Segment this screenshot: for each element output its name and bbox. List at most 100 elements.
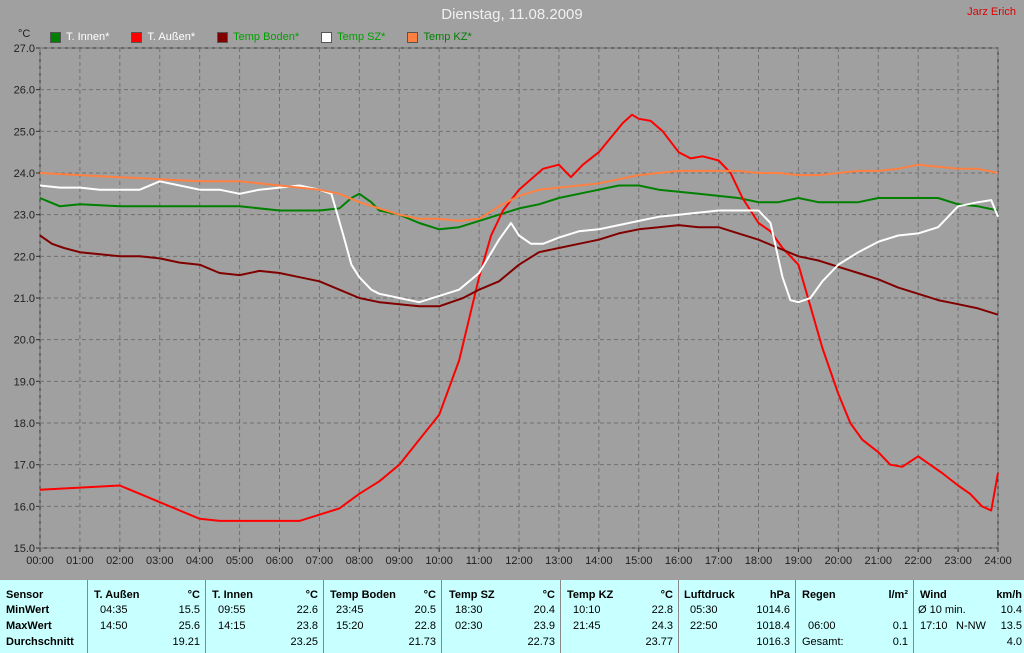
stats-column-unit: °C: [423, 589, 436, 601]
y-tick-label: 16.0: [14, 501, 35, 513]
line-chart: 15.0 16.0 17.0 18.0 19.0 20.0 21.0 22.0 23.0 24.0…: [14, 28, 1012, 567]
x-tick-label: 21:00: [864, 555, 892, 567]
x-tick-label: 16:00: [665, 555, 693, 567]
stats-rain-total: 0.1: [892, 636, 908, 648]
x-tick-label: 01:00: [66, 555, 94, 567]
x-tick-label: 18:00: [745, 555, 773, 567]
stats-max-value: 1018.4: [756, 620, 790, 632]
y-tick-label: 27.0: [14, 43, 35, 55]
stats-min-time: 23:45: [336, 604, 364, 616]
stats-column: T. Außen °C 04:35 15.5 14:50 25.6 19.21: [88, 580, 206, 653]
legend-swatch: [321, 31, 333, 43]
stats-rain-total-label: Gesamt:: [802, 636, 844, 648]
stats-max-time: 21:45: [573, 620, 601, 632]
stats-column: Temp Boden °C 23:45 20.5 15:20 22.8 21.73: [324, 580, 442, 653]
y-axis-label: °C: [18, 28, 30, 40]
stats-column-unit: °C: [660, 589, 673, 601]
legend-swatch: [131, 31, 143, 43]
x-tick-label: 05:00: [226, 555, 254, 567]
x-tick-label: 06:00: [266, 555, 294, 567]
stats-min-value: 20.4: [533, 604, 555, 616]
stats-column-name: T. Innen: [212, 589, 253, 601]
stats-wind-max-time: 17:10: [920, 620, 948, 632]
y-tick-label: 15.0: [14, 543, 35, 555]
stats-max-value: 23.9: [533, 620, 555, 632]
stats-max-time: 14:50: [100, 620, 128, 632]
x-tick-label: 15:00: [625, 555, 653, 567]
stats-rain-value: 0.1: [892, 620, 908, 632]
x-tick-label: 03:00: [146, 555, 174, 567]
stats-row-header: MaxWert: [6, 620, 52, 632]
stats-avg-value: 1016.3: [756, 636, 790, 648]
stats-max-value: 22.8: [414, 620, 436, 632]
x-tick-label: 14:00: [585, 555, 613, 567]
x-tick-label: 23:00: [944, 555, 972, 567]
stats-column: T. Innen °C 09:55 22.6 14:15 23.8 23.25: [206, 580, 324, 653]
legend-swatch: [50, 31, 61, 43]
stats-max-value: 25.6: [178, 620, 200, 632]
series-line-3: [39, 180, 999, 304]
legend-label: T. Innen*: [66, 31, 110, 43]
legend-item: T. Außen*: [131, 31, 195, 43]
stats-min-value: 22.6: [296, 604, 318, 616]
stats-min-time: 04:35: [100, 604, 128, 616]
stats-column-unit: l/m²: [888, 589, 908, 601]
stats-max-value: 24.3: [651, 620, 673, 632]
legend-item: Temp KZ*: [407, 31, 472, 43]
stats-min-value: 1014.6: [756, 604, 790, 616]
stats-rain-time: 06:00: [808, 620, 836, 632]
legend-label: Temp Boden*: [233, 31, 300, 43]
stats-max-time: 15:20: [336, 620, 364, 632]
series-line-2: [39, 224, 999, 316]
stats-column: Temp SZ °C 18:30 20.4 02:30 23.9 22.73: [443, 580, 561, 653]
stats-column-name: T. Außen: [94, 589, 140, 601]
stats-avg-value: 22.73: [527, 636, 555, 648]
x-tick-label: 09:00: [385, 555, 413, 567]
stats-wind-max: 13.5: [1000, 620, 1022, 632]
stats-min-value: 22.8: [651, 604, 673, 616]
stats-row-header: Sensor: [6, 589, 44, 601]
legend-swatch: [217, 31, 229, 43]
stats-column-name: Regen: [802, 589, 836, 601]
stats-wind-avg: 10.4: [1000, 604, 1022, 616]
x-tick-label: 08:00: [346, 555, 374, 567]
y-tick-label: 21.0: [14, 293, 35, 305]
stats-avg-value: 19.21: [172, 636, 200, 648]
y-tick-label: 23.0: [14, 210, 35, 222]
y-tick-label: 25.0: [14, 126, 35, 138]
x-tick-label: 13:00: [545, 555, 573, 567]
legend-label: Temp SZ*: [337, 31, 386, 43]
stats-max-time: 02:30: [455, 620, 483, 632]
stats-column-name: Wind: [920, 589, 947, 601]
legend-item: T. Innen*: [50, 31, 109, 43]
x-tick-label: 17:00: [705, 555, 733, 567]
y-tick-label: 19.0: [14, 376, 35, 388]
series-line-1: [39, 113, 999, 522]
author-label: Jarz Erich: [967, 6, 1016, 18]
stats-row-header: Durchschnitt: [6, 636, 74, 648]
y-tick-label: 18.0: [14, 418, 35, 430]
legend-swatch: [407, 31, 419, 43]
stats-wind-direction: N-NW: [956, 620, 986, 632]
stats-max-value: 23.8: [296, 620, 318, 632]
series-line-0: [39, 184, 999, 231]
stats-column-wind: Wind km/h Ø 10 min. 10.4 17:10 N-NW 13.5 4.0: [914, 580, 1024, 653]
x-tick-label: 22:00: [904, 555, 932, 567]
x-tick-label: 24:00: [984, 555, 1012, 567]
stats-wind-avg-label: Ø 10 min.: [918, 604, 966, 616]
stats-min-value: 15.5: [178, 604, 200, 616]
x-tick-label: 02:00: [106, 555, 134, 567]
x-tick-label: 10:00: [425, 555, 453, 567]
y-tick-label: 17.0: [14, 460, 35, 472]
stats-max-time: 14:15: [218, 620, 246, 632]
x-tick-label: 12:00: [505, 555, 533, 567]
x-tick-label: 11:00: [466, 555, 493, 567]
y-tick-label: 26.0: [14, 85, 35, 97]
stats-row-header: MinWert: [6, 604, 50, 616]
chart-area: Dienstag, 11.08.2009 Jarz Erich T. Innen…: [14, 6, 1016, 567]
stats-column-unit: °C: [187, 589, 200, 601]
stats-column-name: Temp SZ: [449, 589, 495, 601]
stats-min-time: 10:10: [573, 604, 601, 616]
legend-label: Temp KZ*: [423, 31, 472, 43]
stats-row-headers: Sensor MinWert MaxWert Durchschnitt: [0, 580, 88, 653]
